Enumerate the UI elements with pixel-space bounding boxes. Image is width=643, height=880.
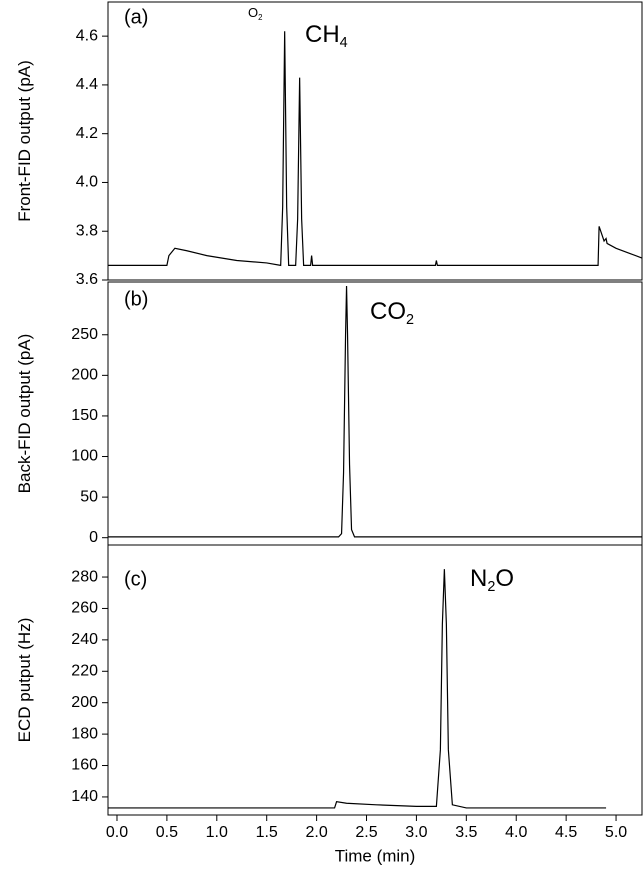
panel-frame — [107, 544, 643, 816]
annotation-text: CO — [370, 298, 406, 325]
x-tick-label: 4.0 — [505, 824, 527, 841]
peak-annotation: O2 — [248, 5, 262, 22]
subscript: 2 — [406, 312, 414, 328]
y-tick-label: 150 — [71, 407, 98, 424]
subscript: 2 — [487, 579, 495, 595]
panel-label: (b) — [124, 288, 148, 310]
y-tick-label: 200 — [71, 694, 98, 711]
peak-annotation: N2O — [470, 565, 514, 595]
annotation-text: CH — [305, 21, 340, 48]
trace-line — [108, 569, 607, 809]
y-tick-label: 160 — [71, 757, 98, 774]
annotation-text: O — [495, 565, 514, 592]
y-tick-label: 3.8 — [76, 222, 98, 239]
panel-label: (c) — [124, 568, 147, 590]
y-tick-label: 280 — [71, 568, 98, 585]
subscript: 4 — [340, 35, 348, 51]
x-tick-label: 0.5 — [156, 824, 178, 841]
x-tick-label: 1.5 — [256, 824, 278, 841]
panel-label: (a) — [124, 6, 148, 28]
x-tick-label: 2.5 — [355, 824, 377, 841]
y-tick-label: 0 — [89, 529, 98, 546]
panel-frame — [107, 1, 643, 281]
x-tick-label: 3.5 — [455, 824, 477, 841]
peak-annotation: CH4 — [305, 21, 348, 51]
subscript: 2 — [258, 13, 262, 22]
peak-annotation: CO2 — [370, 298, 414, 328]
y-tick-label: 3.6 — [76, 271, 98, 288]
x-tick-label: 4.5 — [555, 824, 577, 841]
x-tick-label: 3.0 — [405, 824, 427, 841]
y-axis-label: ECD putput (Hz) — [15, 618, 34, 743]
y-tick-label: 4.2 — [76, 125, 98, 142]
y-tick-label: 4.6 — [76, 27, 98, 44]
y-tick-label: 140 — [71, 788, 98, 805]
y-tick-label: 200 — [71, 367, 98, 384]
x-axis-label: Time (min) — [335, 846, 416, 865]
y-tick-label: 50 — [80, 488, 98, 505]
trace-line — [108, 286, 642, 538]
y-tick-label: 100 — [71, 448, 98, 465]
y-tick-label: 250 — [71, 326, 98, 343]
y-tick-label: 4.4 — [76, 76, 98, 93]
y-tick-label: 180 — [71, 725, 98, 742]
y-axis-label: Back-FID output (pA) — [15, 334, 34, 494]
y-tick-label: 260 — [71, 600, 98, 617]
annotation-text: N — [470, 565, 487, 592]
y-tick-label: 4.0 — [76, 174, 98, 191]
trace-line — [108, 31, 643, 267]
y-tick-label: 240 — [71, 631, 98, 648]
x-tick-label: 1.0 — [206, 824, 228, 841]
x-tick-label: 5.0 — [605, 824, 627, 841]
y-tick-label: 220 — [71, 663, 98, 680]
x-tick-label: 2.0 — [305, 824, 327, 841]
annotation-text: O — [248, 5, 258, 20]
y-axis-label: Front-FID output (pA) — [15, 60, 34, 222]
x-tick-label: 0.0 — [106, 824, 128, 841]
